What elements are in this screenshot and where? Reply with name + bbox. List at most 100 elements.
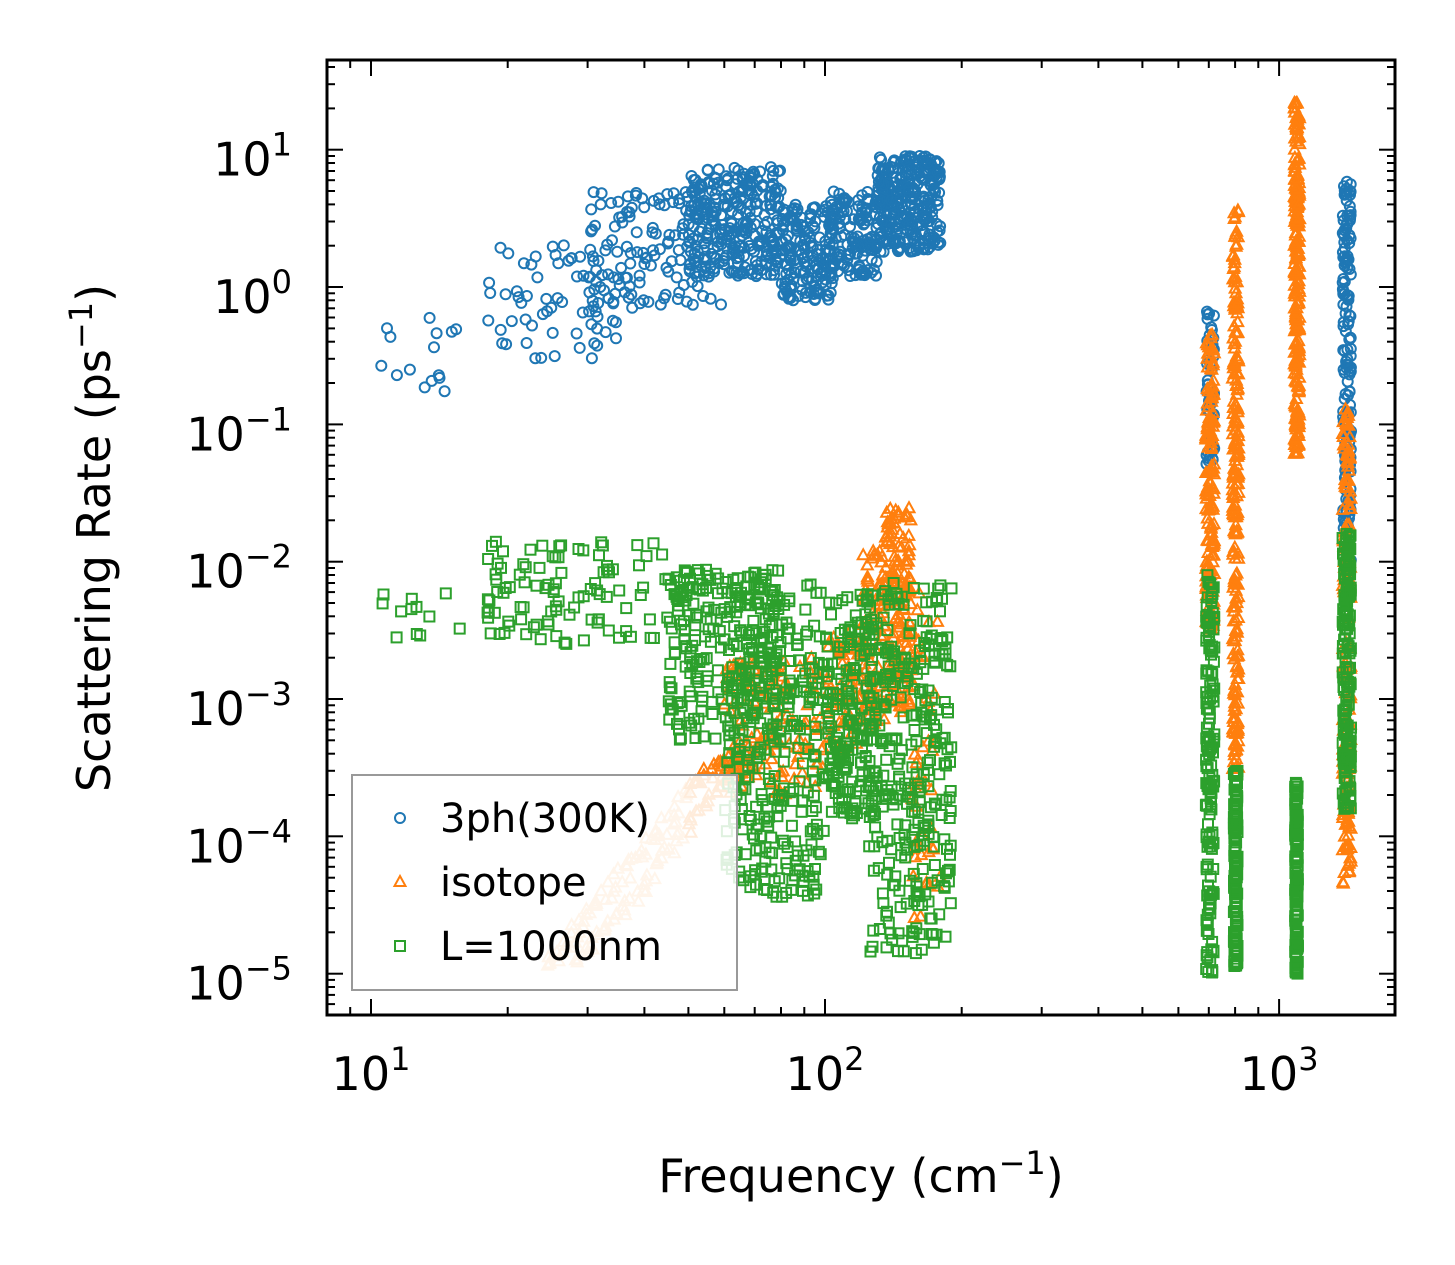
l-1000nm-point [739, 783, 752, 796]
l-1000nm-point [1230, 775, 1243, 788]
3ph-300k--point [585, 203, 598, 216]
3ph-300k--point [1341, 217, 1354, 229]
isotope-point [1340, 409, 1355, 423]
l-1000nm-point [795, 805, 808, 818]
l-1000nm-point [938, 833, 951, 846]
l-1000nm-point [1204, 742, 1217, 755]
l-1000nm-point [1206, 668, 1219, 681]
l-1000nm-point [519, 561, 532, 574]
l-1000nm-point [939, 930, 952, 943]
3ph-300k--point [683, 265, 696, 278]
isotope-point [829, 684, 844, 698]
3ph-300k--point [931, 166, 944, 179]
y-tick-label: 10−5 [186, 950, 292, 1011]
3ph-300k--point [825, 277, 838, 290]
l-1000nm-point [867, 924, 880, 937]
l-1000nm-point [813, 630, 826, 643]
l-1000nm-point [925, 709, 938, 722]
isotope-point [1228, 333, 1243, 347]
3ph-300k--point [813, 286, 826, 299]
l-1000nm-point [902, 661, 915, 674]
l-1000nm-point [885, 590, 898, 603]
l-1000nm-point [718, 703, 731, 715]
isotope-point [1291, 273, 1307, 287]
l-1000nm-point [742, 759, 755, 772]
isotope-point [1341, 827, 1356, 841]
3ph-300k--point [662, 235, 675, 248]
3ph-300k--point [701, 229, 714, 242]
l-1000nm-point [1228, 766, 1241, 779]
3ph-300k--point [583, 286, 596, 299]
isotope-point [1231, 484, 1246, 498]
3ph-300k--point [585, 352, 598, 365]
l-1000nm-point [527, 621, 540, 634]
l-1000nm-point [1203, 717, 1215, 730]
isotope-point [1341, 417, 1356, 431]
3ph-300k--point [1336, 283, 1349, 296]
l-1000nm-point [936, 633, 949, 646]
l-1000nm-point [896, 934, 909, 947]
l-1000nm-point [944, 660, 957, 673]
isotope-point [1200, 510, 1215, 524]
isotope-point [809, 756, 824, 770]
3ph-300k--point [731, 196, 743, 209]
l-1000nm-point [844, 638, 857, 651]
l-1000nm-point [888, 878, 901, 891]
3ph-300k--point [867, 263, 880, 276]
3ph-300k--point [781, 242, 794, 255]
legend-label-l1000nm: L=1000nm [440, 924, 662, 970]
3ph-300k--point [418, 381, 431, 394]
l-1000nm-point [624, 630, 637, 643]
3ph-300k--point [430, 327, 443, 340]
l-1000nm-point [824, 757, 837, 770]
l-1000nm-point [881, 834, 894, 847]
isotope-point [894, 539, 909, 553]
l-1000nm-point [743, 810, 756, 822]
l-1000nm-point [1231, 826, 1244, 838]
l-1000nm-point [668, 636, 681, 649]
3ph-300k--point [927, 182, 940, 195]
l-1000nm-point [656, 548, 669, 561]
3ph-300k--point [858, 239, 871, 252]
isotope-point [1228, 324, 1243, 338]
isotope-point [1204, 495, 1219, 509]
3ph-300k--point [536, 308, 549, 321]
l-1000nm-point [558, 636, 571, 649]
isotope-point [1290, 166, 1305, 180]
l-1000nm-point [779, 732, 792, 745]
l-1000nm-point [916, 683, 929, 696]
legend-marker-triangle [392, 873, 408, 887]
3ph-300k--point [876, 215, 889, 228]
legend-entry-l1000nm: L=1000nm [394, 924, 662, 970]
l-1000nm-point [1203, 577, 1216, 590]
3ph-300k--point [772, 165, 785, 178]
l-1000nm-point [765, 831, 778, 844]
l-1000nm-point [675, 618, 687, 631]
l-1000nm-point [801, 625, 814, 638]
l-1000nm-point [864, 779, 877, 792]
y-tick-label: 101 [213, 126, 292, 187]
3ph-300k--point [671, 293, 684, 305]
l-1000nm-point [793, 775, 806, 788]
3ph-300k--point [1339, 388, 1352, 400]
3ph-300k--point [727, 244, 740, 256]
3ph-300k--point [779, 276, 792, 289]
l-1000nm-point [892, 927, 905, 940]
isotope-point [1229, 657, 1245, 671]
l-1000nm-point [550, 630, 563, 643]
isotope-point [1199, 554, 1214, 568]
l-1000nm-point [643, 613, 656, 626]
l-1000nm-point [887, 798, 900, 811]
l-1000nm-point [796, 757, 809, 770]
l-1000nm-point [691, 564, 704, 577]
l-1000nm-point [897, 711, 910, 724]
isotope-point [1200, 414, 1216, 428]
l-1000nm-point [1229, 795, 1242, 808]
isotope-point [910, 602, 925, 616]
l-1000nm-point [673, 710, 686, 723]
l-1000nm-point [886, 647, 899, 660]
3ph-300k--point [633, 269, 646, 282]
3ph-300k--point [502, 247, 515, 260]
l-1000nm-point [914, 656, 927, 669]
l-1000nm-point [747, 708, 760, 721]
